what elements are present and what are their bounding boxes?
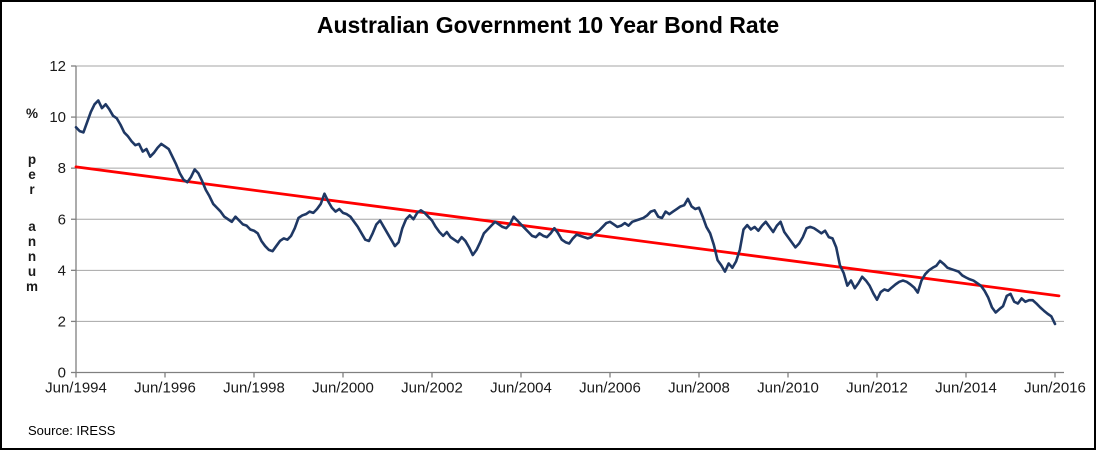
y-axis-title-char: % (26, 106, 38, 121)
trend-line (74, 165, 1061, 298)
y-axis-title-char: e (28, 167, 36, 182)
x-tick-label: Jun/2006 (579, 380, 641, 397)
x-tick-label: Jun/2000 (312, 380, 374, 397)
y-axis-title-char: u (28, 264, 36, 279)
x-tick-label: Jun/2010 (757, 380, 819, 397)
x-tick-label: Jun/2008 (668, 380, 730, 397)
x-tick-label: Jun/2014 (935, 380, 997, 397)
x-tick-label: Jun/1996 (134, 380, 196, 397)
x-tick-label: Jun/1998 (223, 380, 285, 397)
y-tick-label: 4 (58, 262, 66, 279)
y-tick-label: 12 (49, 58, 66, 75)
y-axis-title-char: m (26, 279, 38, 294)
y-tick-labels: 0 2 4 6 8 10 12 (49, 58, 76, 382)
y-axis-title-char: n (28, 249, 36, 264)
y-axis-title-char: r (29, 182, 35, 197)
bond-rate-series-line (74, 99, 1057, 326)
y-axis-title-char: n (28, 234, 36, 249)
x-tick-label: Jun/2016 (1024, 380, 1086, 397)
x-tick-labels: Jun/1994 Jun/1996 Jun/1998 Jun/2000 Jun/2002… (45, 372, 1086, 397)
x-tick-label: Jun/2004 (490, 380, 552, 397)
x-tick-label: Jun/2002 (401, 380, 463, 397)
y-tick-label: 8 (58, 160, 66, 177)
x-tick-label: Jun/1994 (45, 380, 107, 397)
y-tick-label: 0 (58, 365, 66, 382)
y-tick-label: 10 (49, 109, 66, 126)
x-tick-label: Jun/2012 (846, 380, 908, 397)
y-axis-title-char: p (28, 152, 36, 167)
y-axis-title-char: a (28, 219, 36, 234)
y-tick-label: 6 (58, 211, 66, 228)
source-note: Source: IRESS (28, 423, 116, 438)
chart-title: Australian Government 10 Year Bond Rate (316, 12, 780, 38)
gridlines (76, 65, 1064, 322)
y-tick-label: 2 (58, 313, 66, 330)
